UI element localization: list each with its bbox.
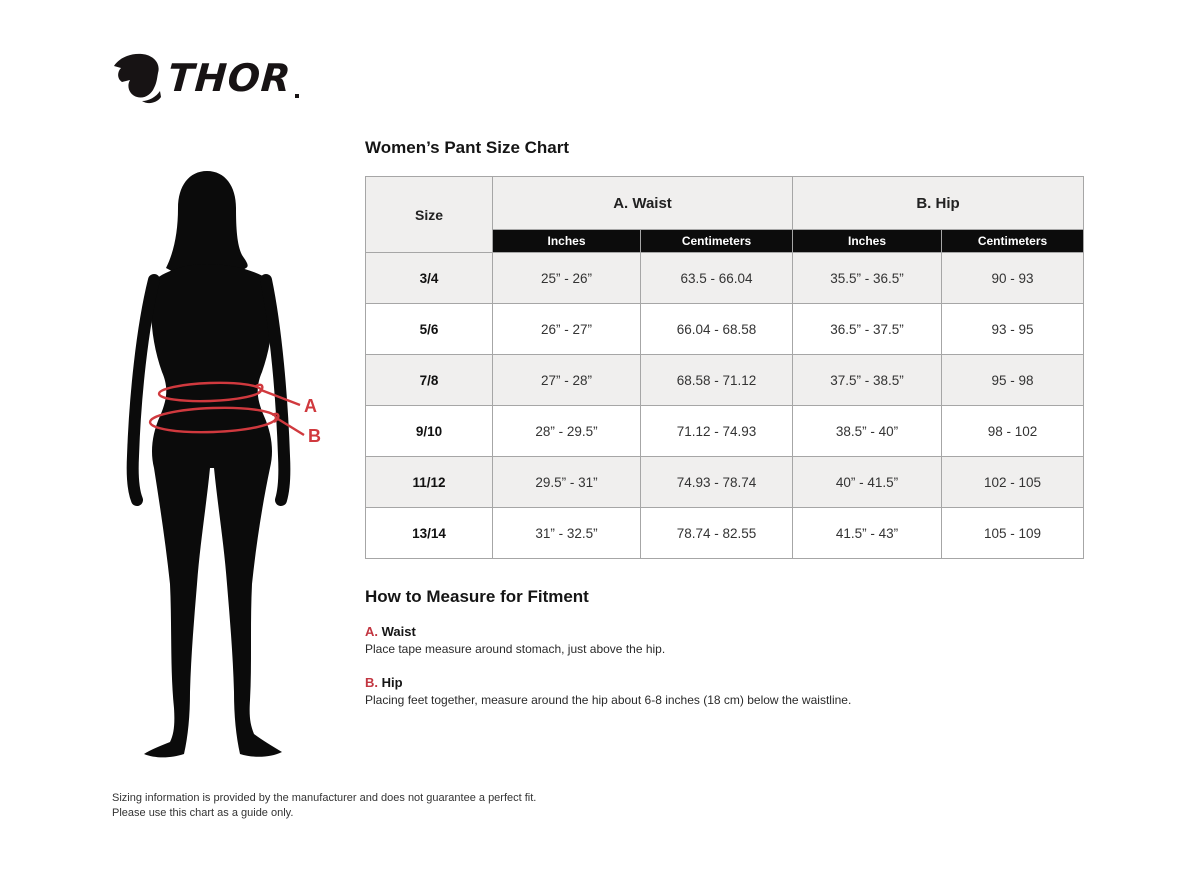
female-silhouette-figure: A B bbox=[126, 171, 321, 758]
unit-header-waist-inches: Inches bbox=[492, 229, 641, 253]
silhouette-right-arm bbox=[260, 274, 291, 506]
hip-cm-value: 93 - 95 bbox=[941, 303, 1084, 355]
size-chart-table: Size A. Waist B. Hip Inches Centimeters … bbox=[365, 176, 1084, 559]
table-row: 9/10 28” - 29.5” 71.12 - 74.93 38.5” - 4… bbox=[365, 405, 1084, 457]
size-value: 9/10 bbox=[365, 405, 493, 457]
hip-inches-value: 40” - 41.5” bbox=[792, 456, 942, 508]
hip-cm-value: 90 - 93 bbox=[941, 252, 1084, 304]
waist-inches-value: 28” - 29.5” bbox=[492, 405, 641, 457]
hip-cm-value: 98 - 102 bbox=[941, 405, 1084, 457]
table-row: 5/6 26” - 27” 66.04 - 68.58 36.5” - 37.5… bbox=[365, 303, 1084, 355]
table-row: 11/12 29.5” - 31” 74.93 - 78.74 40” - 41… bbox=[365, 456, 1084, 508]
thor-bull-icon bbox=[114, 53, 161, 104]
column-group-waist: A. Waist bbox=[492, 176, 793, 230]
unit-header-hip-inches: Inches bbox=[792, 229, 942, 253]
waist-label-a: A bbox=[304, 396, 317, 416]
hip-inches-value: 35.5” - 36.5” bbox=[792, 252, 942, 304]
waist-inches-value: 25” - 26” bbox=[492, 252, 641, 304]
measure-item-hip: B. Hip Placing feet together, measure ar… bbox=[365, 675, 851, 707]
hip-cm-value: 95 - 98 bbox=[941, 354, 1084, 406]
size-chart-table-container: Size A. Waist B. Hip Inches Centimeters … bbox=[365, 176, 1084, 559]
silhouette-left-arm bbox=[126, 274, 160, 506]
page-title: Women’s Pant Size Chart bbox=[365, 138, 570, 157]
hip-measure-line bbox=[148, 406, 278, 434]
hip-inches-value: 41.5” - 43” bbox=[792, 507, 942, 559]
measure-description-waist: Place tape measure around stomach, just … bbox=[365, 642, 666, 656]
column-group-hip: B. Hip bbox=[792, 176, 1084, 230]
hip-cm-value: 102 - 105 bbox=[941, 456, 1084, 508]
measure-name-hip: Hip bbox=[381, 675, 403, 690]
table-row: 3/4 25” - 26” 63.5 - 66.04 35.5” - 36.5”… bbox=[365, 252, 1084, 304]
waist-inches-value: 26” - 27” bbox=[492, 303, 641, 355]
hip-inches-value: 37.5” - 38.5” bbox=[792, 354, 942, 406]
unit-header-waist-centimeters: Centimeters bbox=[640, 229, 793, 253]
silhouette-head bbox=[166, 171, 248, 278]
measure-name-waist: Waist bbox=[381, 624, 416, 639]
hip-leader-line bbox=[271, 412, 305, 437]
waist-cm-value: 78.74 - 82.55 bbox=[640, 507, 793, 559]
measure-key-a: A. bbox=[365, 624, 378, 639]
sizing-disclaimer: Sizing information is provided by the ma… bbox=[112, 791, 536, 821]
measure-item-waist: A. Waist Place tape measure around stoma… bbox=[365, 624, 665, 656]
measure-description-hip: Placing feet together, measure around th… bbox=[365, 693, 852, 707]
silhouette-body bbox=[144, 264, 282, 758]
disclaimer-line-1: Sizing information is provided by the ma… bbox=[112, 792, 537, 804]
column-header-size: Size bbox=[365, 176, 493, 253]
thor-logo: THOR bbox=[112, 52, 300, 104]
size-value: 5/6 bbox=[365, 303, 493, 355]
measure-key-b: B. bbox=[365, 675, 378, 690]
waist-cm-value: 66.04 - 68.58 bbox=[640, 303, 793, 355]
size-value: 7/8 bbox=[365, 354, 493, 406]
size-value: 11/12 bbox=[365, 456, 493, 508]
hip-cm-value: 105 - 109 bbox=[941, 507, 1084, 559]
size-value: 13/14 bbox=[365, 507, 493, 559]
size-value: 3/4 bbox=[365, 252, 493, 304]
waist-cm-value: 63.5 - 66.04 bbox=[640, 252, 793, 304]
table-row: 7/8 27” - 28” 68.58 - 71.12 37.5” - 38.5… bbox=[365, 354, 1084, 406]
waist-cm-value: 74.93 - 78.74 bbox=[640, 456, 793, 508]
waist-leader-line bbox=[255, 383, 301, 407]
disclaimer-line-2: Please use this chart as a guide only. bbox=[112, 807, 294, 819]
trademark-dot bbox=[295, 94, 300, 98]
waist-inches-value: 31” - 32.5” bbox=[492, 507, 641, 559]
table-row: 13/14 31” - 32.5” 78.74 - 82.55 41.5” - … bbox=[365, 507, 1084, 559]
waist-inches-value: 27” - 28” bbox=[492, 354, 641, 406]
unit-header-hip-centimeters: Centimeters bbox=[941, 229, 1084, 253]
hip-inches-value: 36.5” - 37.5” bbox=[792, 303, 942, 355]
waist-inches-value: 29.5” - 31” bbox=[492, 456, 641, 508]
waist-cm-value: 68.58 - 71.12 bbox=[640, 354, 793, 406]
hip-inches-value: 38.5” - 40” bbox=[792, 405, 942, 457]
brand-name: THOR bbox=[166, 56, 293, 100]
hip-label-b: B bbox=[308, 426, 321, 446]
waist-cm-value: 71.12 - 74.93 bbox=[640, 405, 793, 457]
how-to-measure-title: How to Measure for Fitment bbox=[365, 587, 589, 606]
